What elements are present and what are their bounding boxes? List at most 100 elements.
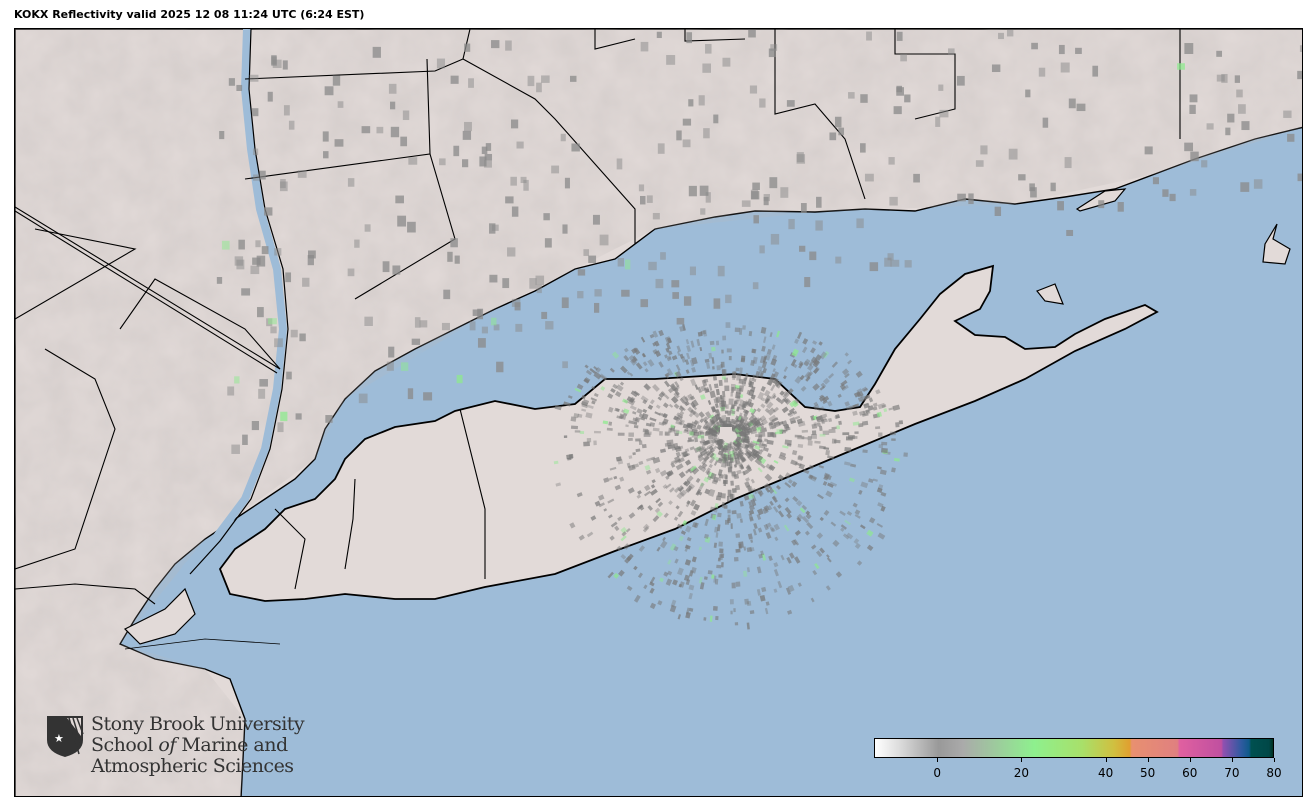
- radar-echo: [734, 386, 737, 391]
- radar-echo: [845, 405, 853, 411]
- radar-echo: [746, 600, 752, 607]
- radar-echo: [888, 157, 895, 165]
- radar-echo: [717, 265, 725, 277]
- logo-line-3: Atmospheric Sciences: [91, 755, 294, 777]
- radar-echo: [823, 509, 830, 516]
- radar-echo: [877, 484, 884, 490]
- radar-echo: [673, 516, 679, 521]
- radar-echo: [743, 420, 750, 427]
- radar-echo: [593, 392, 599, 398]
- radar-echo: [883, 408, 888, 413]
- radar-echo: [744, 436, 750, 441]
- radar-echo: [796, 513, 804, 521]
- radar-echo: [613, 572, 620, 579]
- radar-echo: [825, 449, 830, 456]
- radar-echo: [804, 277, 811, 288]
- radar-echo: [739, 500, 744, 507]
- radar-echo: [729, 599, 734, 605]
- radar-echo: [481, 146, 488, 155]
- radar-echo: [725, 443, 732, 451]
- radar-echo: [760, 326, 767, 334]
- logo-line-2-a: School: [91, 734, 159, 756]
- radar-echo: [818, 425, 823, 432]
- radar-echo: [786, 556, 792, 564]
- radar-echo: [781, 429, 788, 432]
- radar-echo: [670, 462, 676, 468]
- radar-echo: [756, 407, 762, 413]
- radar-echo: [654, 350, 662, 358]
- radar-echo: [645, 469, 652, 475]
- radar-echo: [784, 497, 790, 503]
- radar-echo: [791, 539, 797, 546]
- radar-echo: [703, 378, 709, 384]
- radar-echo: [673, 387, 679, 393]
- radar-echo: [827, 455, 835, 460]
- radar-echo: [400, 362, 409, 371]
- radar-echo: [721, 414, 727, 422]
- radar-echo: [733, 608, 736, 613]
- radar-echo: [677, 485, 684, 492]
- radar-echo: [286, 371, 292, 380]
- radar-echo: [875, 426, 881, 430]
- radar-echo: [674, 445, 681, 450]
- colorbar-tick-mark: [1147, 758, 1149, 762]
- radar-echo: [614, 484, 622, 491]
- radar-echo: [603, 508, 608, 512]
- radar-echo: [728, 356, 732, 361]
- radar-echo: [727, 489, 732, 497]
- radar-echo: [764, 354, 771, 361]
- radar-echo: [643, 584, 648, 590]
- radar-echo: [691, 435, 699, 438]
- radar-echo: [757, 365, 763, 372]
- radar-echo: [334, 139, 344, 147]
- radar-echo: [752, 374, 756, 380]
- radar-echo: [896, 87, 904, 96]
- radar-echo: [758, 432, 766, 437]
- radar-echo: [688, 592, 693, 600]
- radar-echo: [761, 586, 767, 593]
- radar-echo: [872, 406, 878, 411]
- radar-echo: [768, 414, 777, 423]
- radar-echo: [766, 401, 774, 410]
- radar-echo: [638, 184, 645, 192]
- radar-echo: [805, 513, 812, 520]
- radar-echo: [658, 392, 665, 399]
- radar-echo: [734, 456, 741, 465]
- radar-echo: [423, 392, 433, 401]
- radar-echo: [697, 434, 705, 439]
- radar-echo: [593, 440, 597, 446]
- radar-echo: [630, 358, 638, 366]
- radar-echo: [841, 368, 850, 376]
- radar-echo: [274, 338, 283, 348]
- radar-echo: [647, 505, 653, 511]
- radar-echo: [683, 479, 691, 487]
- radar-echo: [857, 396, 864, 402]
- radar-echo: [620, 414, 625, 419]
- radar-echo: [677, 614, 681, 620]
- radar-echo: [679, 325, 685, 332]
- radar-echo: [642, 399, 648, 405]
- sbu-somas-logo: ★ Stony Brook University School of Marin…: [45, 714, 305, 777]
- logo-line-2-c: Marine and: [175, 734, 288, 756]
- radar-echo: [419, 320, 428, 328]
- radar-echo: [700, 385, 707, 392]
- radar-echo: [765, 522, 772, 529]
- radar-echo: [699, 582, 705, 590]
- radar-echo: [700, 435, 705, 441]
- radar-echo: [635, 448, 641, 453]
- radar-echo: [630, 390, 639, 398]
- radar-echo: [337, 101, 344, 108]
- radar-echo: [636, 504, 644, 511]
- radar-echo: [593, 365, 598, 371]
- radar-echo: [689, 431, 694, 436]
- radar-echo: [798, 360, 804, 367]
- radar-echo: [585, 369, 593, 376]
- radar-echo: [810, 597, 815, 603]
- radar-echo: [683, 401, 689, 407]
- radar-echo: [691, 466, 700, 475]
- radar-echo: [677, 457, 685, 464]
- radar-echo: [819, 547, 826, 554]
- radar-echo: [755, 426, 762, 433]
- radar-echo: [703, 419, 709, 424]
- radar-echo: [686, 32, 693, 44]
